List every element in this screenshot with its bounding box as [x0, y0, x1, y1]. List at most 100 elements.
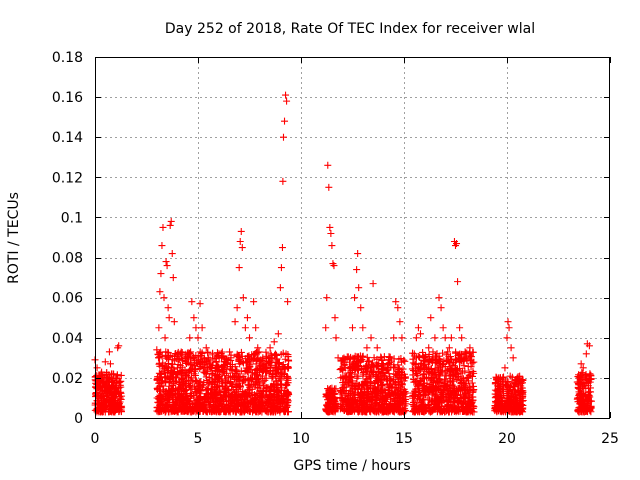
data-point — [378, 362, 386, 370]
data-point — [272, 377, 280, 385]
data-point — [452, 408, 460, 416]
data-point — [504, 318, 512, 326]
data-point — [506, 406, 514, 414]
data-point — [416, 387, 424, 395]
data-point — [283, 97, 291, 105]
data-point — [447, 334, 455, 342]
x-tick-label: 15 — [395, 431, 413, 447]
data-point — [425, 344, 433, 352]
data-point — [325, 386, 333, 394]
data-point — [165, 314, 173, 322]
data-point — [497, 384, 505, 392]
data-point — [235, 264, 243, 272]
data-point — [379, 371, 387, 379]
data-point — [170, 378, 178, 386]
data-point — [400, 374, 408, 382]
data-point — [251, 391, 259, 399]
data-point — [517, 394, 525, 402]
data-point — [448, 377, 456, 385]
data-point — [364, 379, 372, 387]
data-point — [163, 354, 171, 362]
data-point — [360, 381, 368, 389]
data-point — [261, 360, 269, 368]
data-point — [457, 399, 465, 407]
data-point — [183, 395, 191, 403]
data-point — [415, 405, 423, 413]
x-tick-label: 0 — [91, 431, 100, 447]
data-point — [224, 374, 232, 382]
data-point — [464, 362, 472, 370]
data-point — [347, 406, 355, 414]
data-point — [373, 344, 381, 352]
data-point — [586, 384, 594, 392]
data-point — [252, 324, 260, 332]
data-point — [334, 354, 342, 362]
data-point — [416, 330, 424, 338]
data-point — [503, 399, 511, 407]
data-point — [421, 407, 429, 415]
data-point — [338, 384, 346, 392]
data-point — [341, 392, 349, 400]
data-point — [469, 367, 477, 375]
data-point — [162, 378, 170, 386]
data-point — [274, 389, 282, 397]
data-point — [343, 353, 351, 361]
data-point — [396, 318, 404, 326]
data-point — [582, 350, 590, 358]
data-point — [469, 348, 477, 356]
data-point — [173, 371, 181, 379]
data-point — [197, 393, 205, 401]
data-point — [163, 392, 171, 400]
data-point — [575, 381, 583, 389]
data-point — [431, 397, 439, 405]
data-point — [192, 366, 200, 374]
data-point — [165, 382, 173, 390]
data-point — [390, 363, 398, 371]
data-point — [574, 407, 582, 415]
data-point — [218, 353, 226, 361]
data-point — [279, 394, 287, 402]
data-point — [182, 358, 190, 366]
data-point — [419, 362, 427, 370]
data-point — [183, 408, 191, 416]
data-point — [176, 381, 184, 389]
data-point — [355, 284, 363, 292]
data-point — [275, 360, 283, 368]
data-point — [348, 387, 356, 395]
data-point — [459, 384, 467, 392]
data-point — [266, 407, 274, 415]
data-point — [325, 183, 333, 191]
data-point — [198, 399, 206, 407]
data-point — [444, 356, 452, 364]
data-point — [468, 379, 476, 387]
data-point — [410, 407, 418, 415]
data-point — [505, 324, 513, 332]
data-point — [443, 367, 451, 375]
data-point — [240, 399, 248, 407]
data-point — [513, 399, 521, 407]
data-point — [284, 356, 292, 364]
data-point — [192, 324, 200, 332]
data-point — [414, 324, 422, 332]
data-point — [501, 364, 509, 372]
data-point — [183, 371, 191, 379]
data-point — [196, 393, 204, 401]
data-point — [203, 376, 211, 384]
data-point — [375, 375, 383, 383]
data-point — [155, 383, 163, 391]
data-point — [156, 387, 164, 395]
data-point — [491, 402, 499, 410]
data-point — [279, 369, 287, 377]
y-tick-label: 0.08 — [52, 251, 83, 267]
data-point — [219, 379, 227, 387]
data-point — [266, 386, 274, 394]
data-point — [254, 383, 262, 391]
data-point — [420, 402, 428, 410]
data-point — [178, 374, 186, 382]
data-point — [352, 380, 360, 388]
data-point — [248, 396, 256, 404]
data-point — [208, 386, 216, 394]
data-point — [239, 377, 247, 385]
data-point — [186, 382, 194, 390]
data-point — [271, 351, 279, 359]
